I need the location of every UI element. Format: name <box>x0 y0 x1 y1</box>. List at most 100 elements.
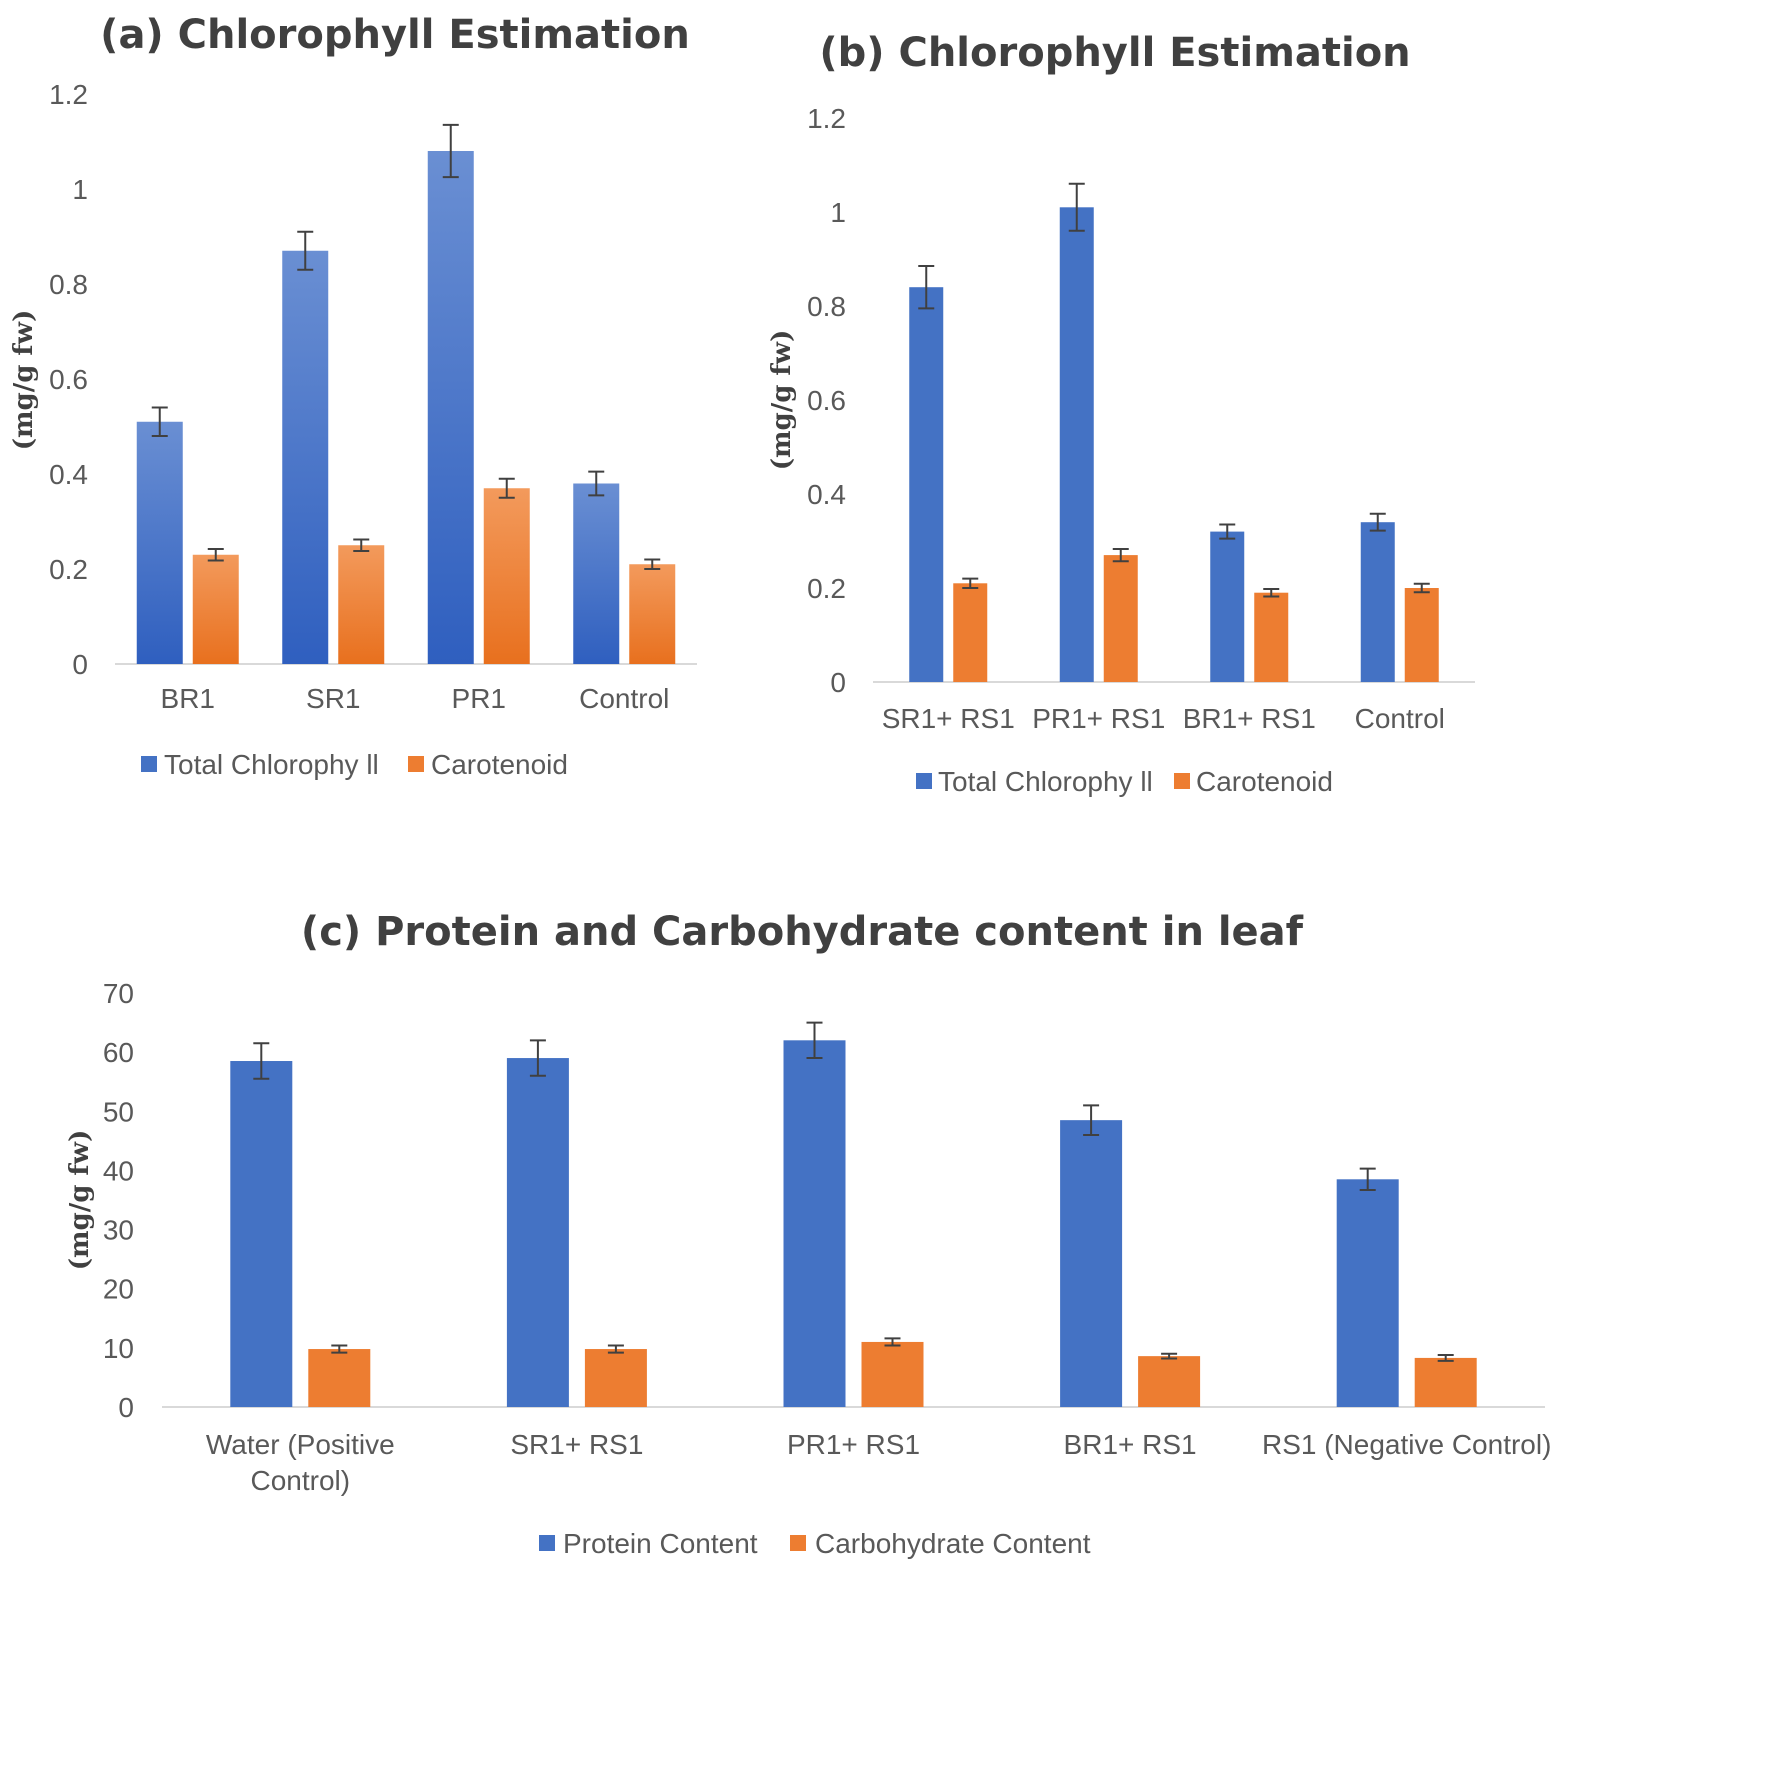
y-tick-label: 0.2 <box>49 554 88 585</box>
bar-total-chlorophyll <box>1059 207 1094 683</box>
y-tick-label: 0.8 <box>49 269 88 300</box>
error-bar <box>331 1344 348 1354</box>
y-tick-label: 0.6 <box>807 385 846 416</box>
bar-carotenoid <box>953 583 988 682</box>
error-bar <box>1083 1104 1100 1136</box>
y-tick-label: 70 <box>103 978 134 1009</box>
error-bar <box>1437 1353 1454 1362</box>
bar-total-chlorophyll <box>1210 531 1245 682</box>
bar-carbohydrate-content <box>308 1349 371 1407</box>
error-bar <box>442 123 459 179</box>
legend-swatch <box>141 756 157 772</box>
y-axis-label: (mg/g fw) <box>65 1130 95 1271</box>
error-bar <box>297 230 314 271</box>
legend-swatch <box>408 756 424 772</box>
y-tick-label: 1.2 <box>807 103 846 134</box>
bar-protein-content <box>230 1061 293 1407</box>
x-category-label: Control <box>579 683 669 714</box>
error-bar <box>1161 1352 1178 1360</box>
error-bar <box>918 265 935 310</box>
y-tick-label: 60 <box>103 1037 134 1068</box>
bar-total-chlorophyll <box>909 287 944 682</box>
error-bar <box>353 538 370 552</box>
bar-total-chlorophyll <box>282 250 329 664</box>
legend-label: Carotenoid <box>1196 766 1333 797</box>
legend-label: Total Chlorophy ll <box>164 749 379 780</box>
bar-carotenoid <box>629 564 676 664</box>
error-bar <box>1359 1167 1376 1191</box>
x-category-label: Water (Positive Control) <box>206 1429 395 1496</box>
x-category-label: SR1 <box>306 683 360 714</box>
error-bar <box>207 548 224 562</box>
y-tick-label: 20 <box>103 1274 134 1305</box>
chart-title: (c) Protein and Carbohydrate content in … <box>301 909 1304 955</box>
error-bar <box>962 577 979 589</box>
y-tick-label: 1.2 <box>49 79 88 110</box>
legend-swatch <box>790 1535 806 1551</box>
chart-a: (a) Chlorophyll Estimation (mg/g fw) 0 0.2 0… <box>9 12 697 780</box>
y-tick-label: 0.6 <box>49 364 88 395</box>
y-tick-label: 40 <box>103 1155 134 1186</box>
x-category-label: BR1 <box>161 683 215 714</box>
legend-swatch <box>916 773 932 789</box>
bar-carbohydrate-content <box>1414 1357 1477 1407</box>
y-tick-label: 0.2 <box>807 573 846 604</box>
bar-total-chlorophyll <box>573 483 620 664</box>
error-bar <box>151 406 168 437</box>
bar-protein-content <box>1060 1120 1123 1407</box>
bar-carotenoid <box>483 488 530 664</box>
x-category-label: BR1+ RS1 <box>1183 703 1316 734</box>
y-tick-label: 0 <box>830 667 846 698</box>
bar-carotenoid <box>1254 592 1289 682</box>
chart-title: (b) Chlorophyll Estimation <box>819 30 1410 76</box>
bar-total-chlorophyll <box>136 421 183 664</box>
legend-label: Total Chlorophy ll <box>938 766 1153 797</box>
error-bar <box>1068 182 1085 232</box>
y-axis-label: (mg/g fw) <box>9 310 39 451</box>
bar-protein-content <box>506 1058 569 1407</box>
error-bar <box>607 1344 624 1354</box>
bar-protein-content <box>783 1040 846 1407</box>
bar-carotenoid <box>192 554 239 664</box>
x-category-label: PR1+ RS1 <box>1032 703 1165 734</box>
x-category-label: Control <box>1355 703 1445 734</box>
error-bar <box>1413 582 1430 594</box>
y-tick-label: 0 <box>72 649 88 680</box>
x-category-label: SR1+ RS1 <box>882 703 1015 734</box>
legend-label: Carotenoid <box>431 749 568 780</box>
bar-carotenoid <box>338 545 385 664</box>
bar-carbohydrate-content <box>861 1341 924 1407</box>
legend-label: Carbohydrate Content <box>815 1528 1091 1559</box>
bar-total-chlorophyll <box>427 151 474 664</box>
y-tick-label: 0.4 <box>49 459 88 490</box>
legend-label: Protein Content <box>563 1528 758 1559</box>
legend-swatch <box>1174 773 1190 789</box>
bar-protein-content <box>1336 1179 1399 1407</box>
y-tick-label: 0 <box>118 1392 134 1423</box>
y-tick-label: 10 <box>103 1333 134 1364</box>
error-bar <box>806 1021 823 1060</box>
x-category-label: PR1+ RS1 <box>787 1429 920 1460</box>
error-bar <box>1219 523 1236 540</box>
error-bar <box>1112 547 1129 563</box>
x-category-label: PR1 <box>452 683 506 714</box>
error-bar <box>1369 512 1386 532</box>
y-tick-label: 30 <box>103 1215 134 1246</box>
x-category-label: BR1+ RS1 <box>1064 1429 1197 1460</box>
chart-b: (b) Chlorophyll Estimation (mg/g fw) 0 0.2 0… <box>767 30 1475 797</box>
y-axis-label: (mg/g fw) <box>767 330 797 471</box>
error-bar <box>644 558 661 570</box>
chart-c: (c) Protein and Carbohydrate content in … <box>65 909 1551 1559</box>
y-tick-label: 1 <box>72 174 88 205</box>
y-tick-label: 0.4 <box>807 479 846 510</box>
error-bar <box>884 1337 901 1347</box>
x-category-label: SR1+ RS1 <box>510 1429 643 1460</box>
error-bar <box>498 477 515 499</box>
error-bar <box>1263 587 1280 598</box>
error-bar <box>253 1042 270 1080</box>
bar-carotenoid <box>1103 555 1138 682</box>
y-tick-label: 0.8 <box>807 291 846 322</box>
y-tick-label: 50 <box>103 1096 134 1127</box>
legend-swatch <box>539 1535 555 1551</box>
